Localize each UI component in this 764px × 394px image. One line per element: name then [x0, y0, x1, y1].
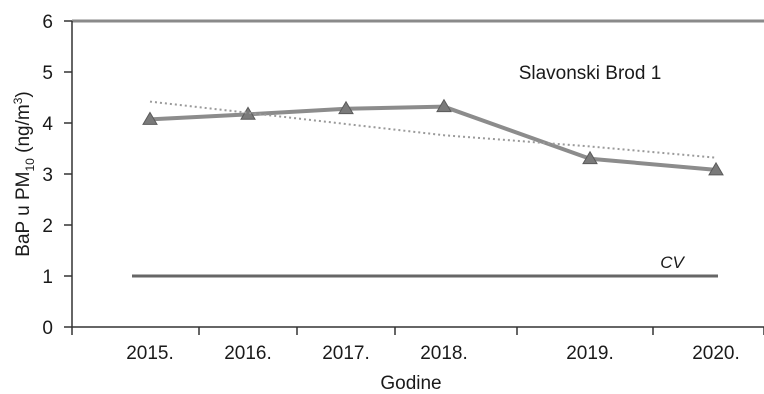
y-axis-title-superscript: 3 [11, 97, 25, 104]
data-point-marker [582, 150, 598, 165]
x-tick-label: 2018. [420, 343, 468, 364]
y-tick-label: 3 [42, 165, 53, 186]
y-tick-label: 1 [42, 267, 53, 288]
x-tick-label: 2019. [566, 343, 614, 364]
x-tick-labels: 2015. 2016. 2017. 2018. 2019. 2020. [126, 343, 740, 364]
data-point-marker [436, 98, 452, 113]
y-tick-label: 0 [42, 318, 53, 339]
x-axis-title: Godine [380, 373, 441, 394]
y-tick-label: 5 [42, 63, 53, 84]
y-axis-title: BaP u PM10 (ng/m3) [11, 91, 37, 256]
series-line [149, 104, 717, 172]
x-tick-label: 2017. [322, 343, 370, 364]
x-tick-label: 2015. [126, 343, 174, 364]
y-tick-label: 6 [42, 12, 53, 33]
x-tick-label: 2016. [224, 343, 272, 364]
station-annotation: Slavonski Brod 1 [519, 63, 662, 84]
y-axis-title-subscript: 10 [23, 158, 37, 172]
y-tick-labels: 0 1 2 3 4 5 6 [42, 12, 53, 339]
cv-label: CV [660, 253, 685, 272]
y-axis-title-unit: (ng/m [13, 104, 34, 158]
y-tick-label: 2 [42, 216, 53, 237]
trend-line [149, 100, 717, 159]
y-tick-marks [64, 20, 72, 328]
x-tick-label: 2020. [692, 343, 740, 364]
series-layer [142, 98, 724, 176]
data-point-marker [142, 111, 158, 125]
y-axis-title-unit-close: ) [13, 91, 34, 97]
y-tick-label: 4 [42, 114, 53, 135]
y-axis-title-main: BaP u PM [13, 172, 34, 257]
data-point-marker [338, 100, 354, 115]
x-tick-marks [71, 327, 764, 335]
data-point-marker [708, 161, 724, 176]
